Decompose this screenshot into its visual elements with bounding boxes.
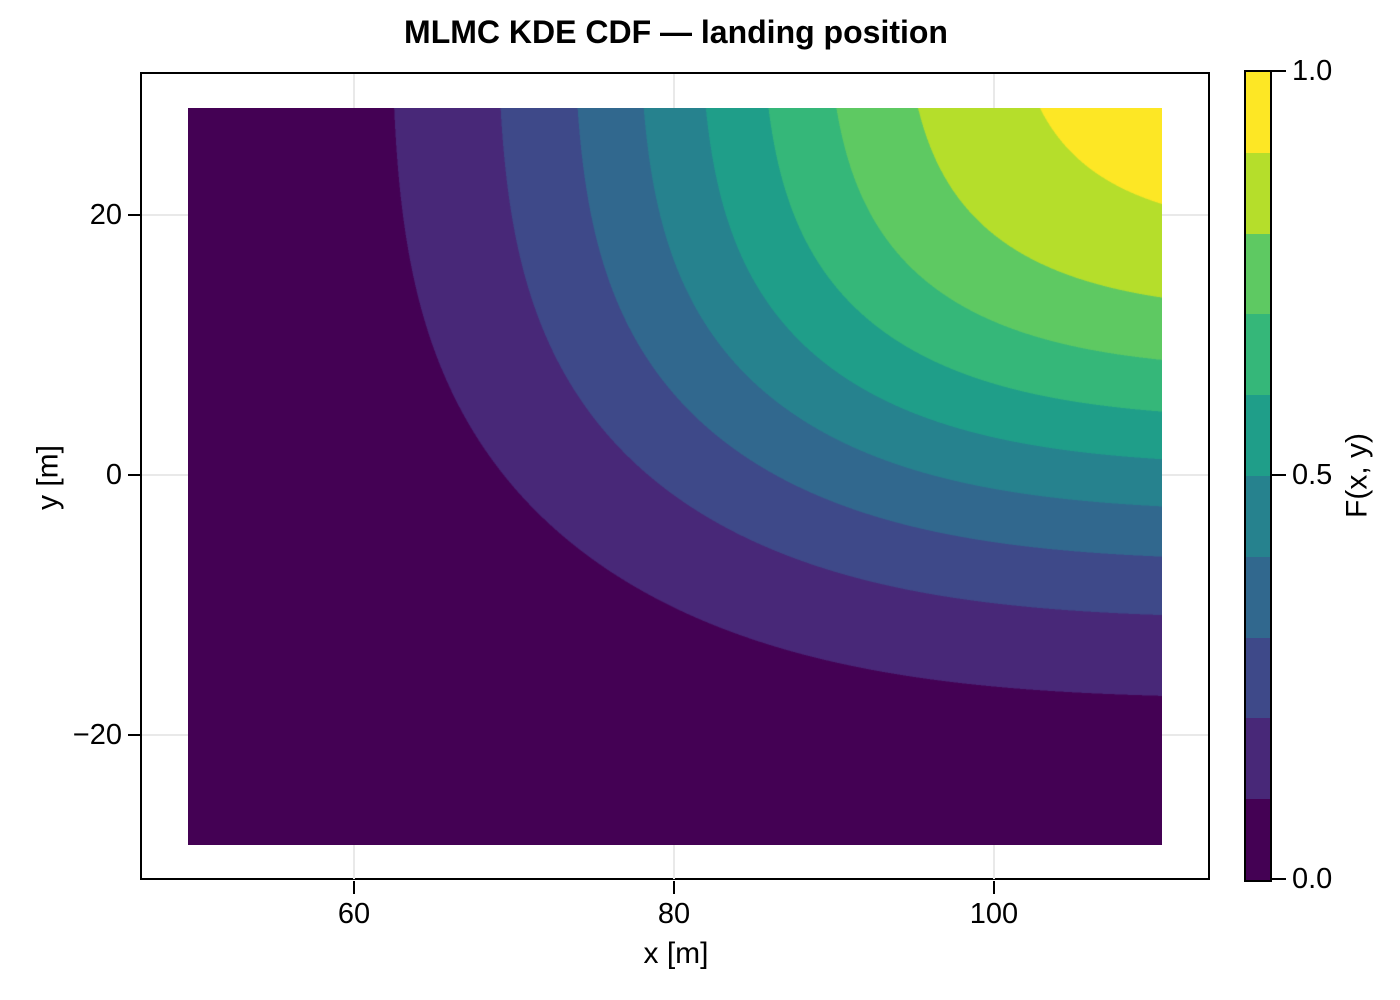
colorbar-label: F(x, y) xyxy=(1340,433,1374,518)
colorbar xyxy=(1244,70,1272,882)
y-tick-mark xyxy=(128,734,141,736)
x-tick-label: 100 xyxy=(969,898,1019,930)
colorbar-segment xyxy=(1246,233,1270,315)
x-tick-mark xyxy=(673,881,675,894)
contour-canvas xyxy=(188,108,1162,845)
colorbar-segment xyxy=(1246,799,1270,880)
y-tick-mark xyxy=(128,214,141,216)
colorbar-segment xyxy=(1246,718,1270,800)
colorbar-tick-label: 1.0 xyxy=(1292,55,1333,87)
colorbar-segment xyxy=(1246,637,1270,719)
colorbar-tick-mark xyxy=(1272,474,1286,476)
colorbar-segment xyxy=(1246,72,1270,153)
colorbar-segment xyxy=(1246,395,1270,476)
y-tick-mark xyxy=(128,474,141,476)
colorbar-tick-label: 0.0 xyxy=(1292,863,1333,895)
y-axis-label: y [m] xyxy=(31,445,65,510)
x-tick-mark xyxy=(353,881,355,894)
x-axis-label: x [m] xyxy=(643,937,709,970)
colorbar-gradient xyxy=(1246,72,1270,880)
colorbar-tick-label: 0.5 xyxy=(1292,459,1333,491)
x-tick-label: 80 xyxy=(657,898,691,930)
colorbar-segment xyxy=(1246,314,1270,396)
y-tick-label: 0 xyxy=(105,459,122,491)
colorbar-segment xyxy=(1246,152,1270,234)
y-tick-label: 20 xyxy=(89,199,122,231)
chart-title: MLMC KDE CDF — landing position xyxy=(404,14,948,50)
x-tick-label: 60 xyxy=(337,898,371,930)
colorbar-tick-mark xyxy=(1272,878,1286,880)
y-tick-label: −20 xyxy=(72,719,122,751)
colorbar-segment xyxy=(1246,475,1270,557)
x-tick-mark xyxy=(993,881,995,894)
colorbar-segment xyxy=(1246,556,1270,638)
colorbar-tick-mark xyxy=(1272,70,1286,72)
